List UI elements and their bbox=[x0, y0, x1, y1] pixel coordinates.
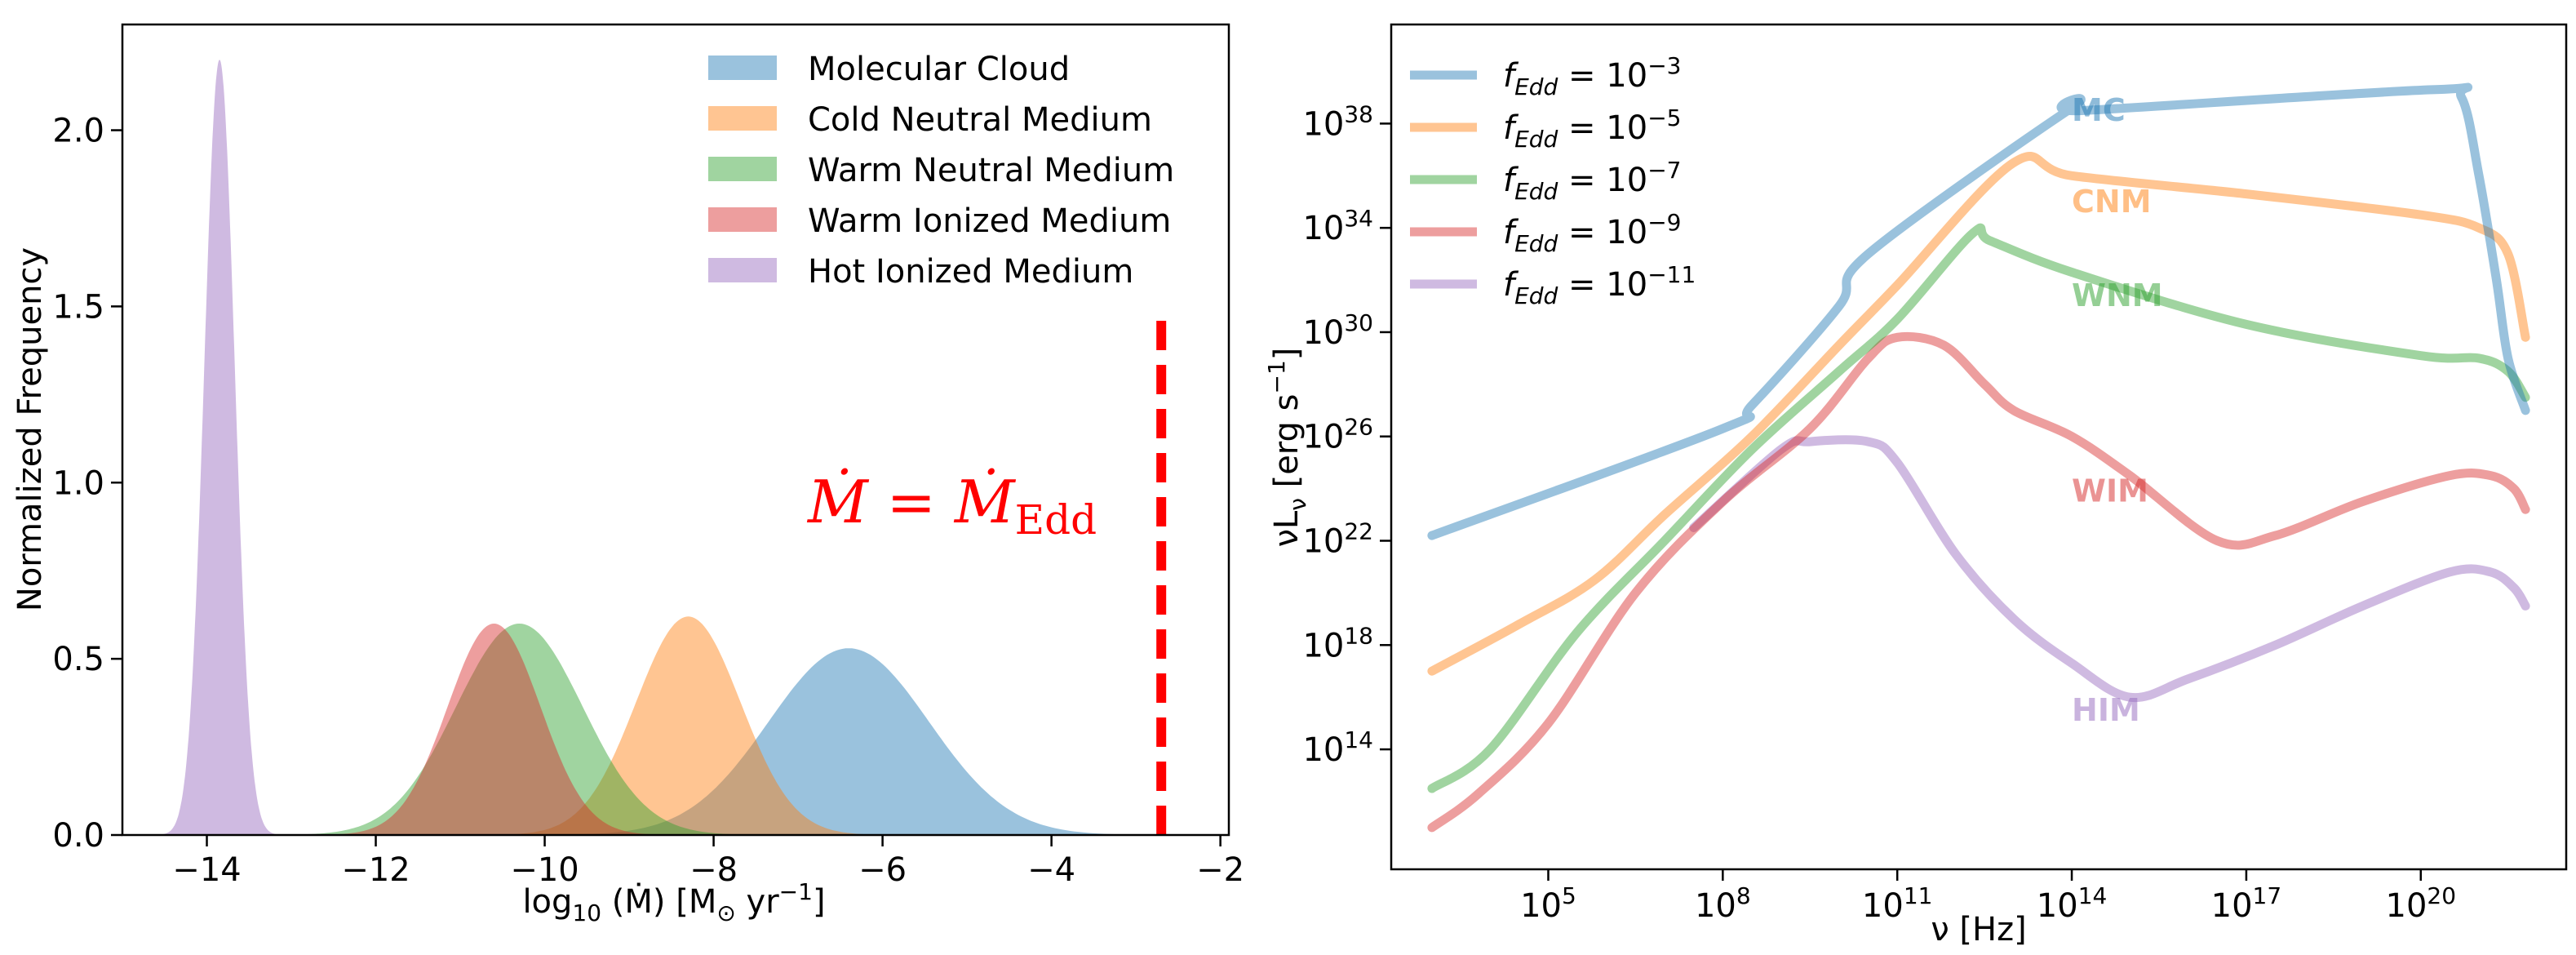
y-tick-label: 1014 bbox=[1302, 726, 1373, 769]
legend-label-him: Hot Ionized Medium bbox=[808, 253, 1133, 291]
histogram-cnm bbox=[426, 616, 951, 835]
histogram-series-group bbox=[143, 60, 1229, 835]
curve-label-mc: MC bbox=[2072, 92, 2126, 128]
y-tick-label: 1018 bbox=[1302, 622, 1373, 664]
histogram-x-axis-label: log10 (Ṁ) [M⊙ yr−1] bbox=[522, 878, 825, 926]
sed-line-wim bbox=[1427, 331, 2530, 833]
sed-x-axis-label: ν [Hz] bbox=[1931, 911, 2026, 948]
histogram-wim bbox=[261, 624, 727, 835]
sed-line-cnm bbox=[1427, 152, 2530, 676]
annotation-sub: Edd bbox=[1015, 496, 1097, 544]
histogram-mc bbox=[447, 648, 1229, 835]
legend-swatch-cnm bbox=[708, 106, 777, 131]
histogram-y-ticks: 0.0 0.5 1.0 1.5 2.0 bbox=[52, 113, 122, 855]
sed-line-wnm bbox=[1427, 223, 2530, 793]
histogram-frame bbox=[121, 23, 1230, 837]
legend-label-mc: fEdd = 10−3 bbox=[1503, 52, 1681, 100]
curve-label-wim: WIM bbox=[2072, 473, 2148, 509]
x-tick-label: −6 bbox=[858, 851, 907, 889]
histogram-y-axis-label: Normalized Frequency bbox=[11, 247, 49, 611]
annotation-lhs: Ṁ bbox=[806, 467, 870, 536]
y-tick-label: 1030 bbox=[1302, 309, 1373, 352]
legend-label-wim: Warm Ionized Medium bbox=[808, 202, 1171, 240]
histogram-chart: Ṁ = ṀEdd −14 −12 −10 −8 −6 −4 −2 0.00.51.01.52… bbox=[11, 23, 1244, 926]
x-tick-label: 1017 bbox=[2211, 882, 2282, 925]
legend-label-wnm: fEdd = 10−7 bbox=[1503, 157, 1681, 205]
sed-series-group bbox=[1427, 82, 2530, 833]
curve-label-cnm: CNM bbox=[2072, 184, 2152, 220]
eddington-annotation: Ṁ = ṀEdd bbox=[806, 467, 1097, 544]
x-tick-label: −12 bbox=[341, 851, 410, 889]
y-tick-label: 1.5 bbox=[52, 288, 104, 326]
x-tick-label: −4 bbox=[1027, 851, 1075, 889]
sed-line-him bbox=[1689, 435, 2530, 703]
y-tick-label: 1026 bbox=[1302, 414, 1373, 456]
legend-swatch-mc bbox=[708, 56, 777, 80]
y-tick-label: 1022 bbox=[1302, 518, 1373, 561]
legend-swatch-wnm bbox=[708, 157, 777, 181]
y-tick-label: 1034 bbox=[1302, 205, 1373, 247]
x-tick-label: 108 bbox=[1695, 882, 1751, 925]
y-tick-label: 1038 bbox=[1302, 100, 1373, 143]
x-tick-label: 1011 bbox=[1862, 882, 1933, 925]
sed-frame bbox=[1390, 23, 2568, 871]
curve-label-him: HIM bbox=[2072, 692, 2140, 728]
x-tick-label: 1014 bbox=[2037, 882, 2108, 925]
y-tick-label: 2.0 bbox=[52, 113, 104, 150]
legend-label-cnm: Cold Neutral Medium bbox=[808, 101, 1152, 139]
y-tick-label: 0.0 bbox=[52, 817, 104, 855]
sed-y-ticks: 1014 1018 1022 1026 1030 1034 1038 bbox=[1302, 100, 1391, 769]
histogram-x-ticks: −14 −12 −10 −8 −6 −4 −2 bbox=[172, 835, 1244, 889]
histogram-legend: Molecular Cloud Cold Neutral Medium Warm N… bbox=[708, 51, 1174, 291]
sed-x-ticks: 105 108 1011 1014 1017 1020 bbox=[1520, 869, 2456, 925]
x-tick-label: −10 bbox=[510, 851, 579, 889]
sed-curve-labels: MC CNM WNM WIM HIM bbox=[2072, 92, 2163, 728]
annotation-eq: = bbox=[868, 468, 955, 536]
histogram-wnm bbox=[202, 624, 836, 835]
histogram-him bbox=[143, 60, 296, 835]
legend-swatch-him bbox=[708, 258, 777, 282]
y-tick-label: 1.0 bbox=[52, 464, 104, 502]
y-tick-label: 0.5 bbox=[52, 641, 104, 678]
legend-label-wim: fEdd = 10−9 bbox=[1503, 209, 1681, 257]
sed-chart: MC CNM WNM WIM HIM 105 108 1011 1014 1017 1020 10… bbox=[1263, 23, 2568, 948]
legend-label-wnm: Warm Neutral Medium bbox=[808, 152, 1174, 189]
sed-y-axis-label: νLν [erg s−1] bbox=[1263, 348, 1311, 548]
x-tick-label: −2 bbox=[1196, 851, 1244, 889]
legend-label-mc: Molecular Cloud bbox=[808, 51, 1070, 88]
sed-line-mc bbox=[1427, 82, 2530, 540]
x-tick-label: 105 bbox=[1520, 882, 1576, 925]
x-tick-label: −8 bbox=[689, 851, 738, 889]
legend-swatch-wim bbox=[708, 207, 777, 232]
annotation-rhs: Ṁ bbox=[953, 467, 1017, 536]
x-tick-label: 1020 bbox=[2386, 882, 2457, 925]
legend-label-him: fEdd = 10−11 bbox=[1503, 261, 1696, 309]
x-tick-label: −14 bbox=[172, 851, 241, 889]
curve-label-wnm: WNM bbox=[2072, 278, 2163, 313]
